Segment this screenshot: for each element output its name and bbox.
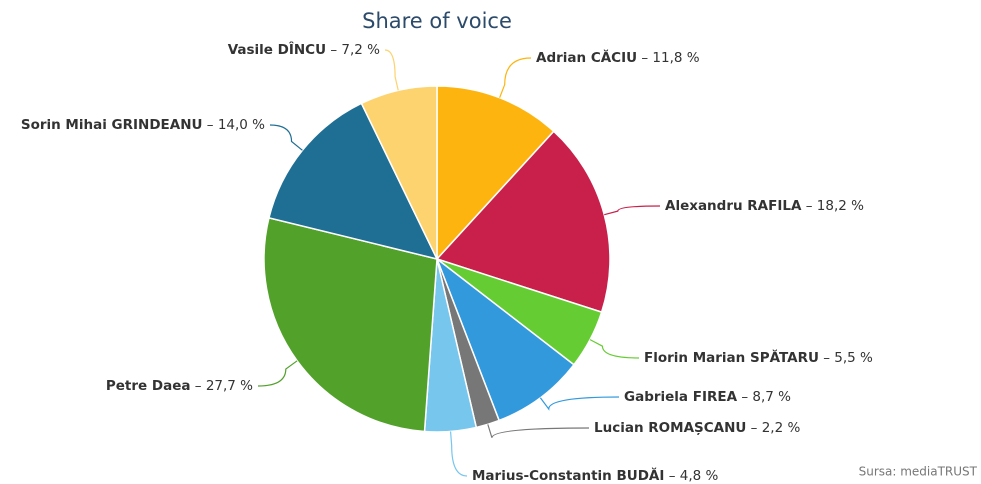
data-label: Alexandru RAFILA – 18,2 % (665, 198, 864, 214)
connector (589, 339, 640, 359)
label-name: Petre Daea (106, 378, 191, 394)
connector (499, 57, 532, 98)
label-value: – 4,8 % (669, 468, 719, 484)
connector (604, 205, 661, 216)
pie-slice (263, 216, 438, 433)
data-label: Sorin Mihai GRINDEANU – 14,0 % (21, 117, 265, 133)
label-name: Vasile DÎNCU (228, 41, 326, 58)
credit: Sursa: mediaTRUST (859, 465, 978, 479)
label-name: Marius-Constantin BUDĂI (472, 466, 664, 484)
label-value: – 8,7 % (741, 389, 791, 405)
label-value: – 11,8 % (641, 50, 699, 66)
label-value: – 27,7 % (195, 378, 253, 394)
label-value: – 2,2 % (751, 420, 801, 436)
label-name: Florin Marian SPĂTARU (644, 348, 819, 366)
pie-slice (360, 85, 438, 260)
label-value: – 5,5 % (823, 350, 873, 366)
pie-slice (435, 256, 575, 422)
label-value: – 18,2 % (806, 198, 864, 214)
data-label: Lucian ROMAȘCANU – 2,2 % (594, 420, 800, 436)
data-label: Adrian CĂCIU – 11,8 % (536, 48, 700, 66)
label-name: Gabriela FIREA (624, 389, 738, 405)
connector (539, 396, 620, 411)
pie-slice (435, 130, 611, 314)
connector (269, 124, 303, 151)
data-label: Gabriela FIREA – 8,7 % (624, 389, 791, 405)
label-value: – 14,0 % (207, 117, 265, 133)
connector (257, 360, 298, 387)
label-name: Adrian CĂCIU (536, 48, 637, 66)
data-label: Marius-Constantin BUDĂI – 4,8 % (472, 466, 719, 484)
label-name: Lucian ROMAȘCANU (594, 420, 746, 436)
data-label: Petre Daea – 27,7 % (106, 378, 253, 394)
label-value: – 7,2 % (330, 42, 380, 58)
chart-title: Share of voice (362, 9, 512, 33)
connector (487, 424, 590, 438)
data-label: Florin Marian SPĂTARU – 5,5 % (644, 348, 873, 366)
connector (449, 431, 468, 477)
label-name: Sorin Mihai GRINDEANU (21, 117, 203, 133)
label-name: Alexandru RAFILA (665, 198, 802, 214)
connector (384, 49, 399, 91)
pie-slice (436, 85, 555, 261)
data-label: Vasile DÎNCU – 7,2 % (228, 41, 380, 58)
